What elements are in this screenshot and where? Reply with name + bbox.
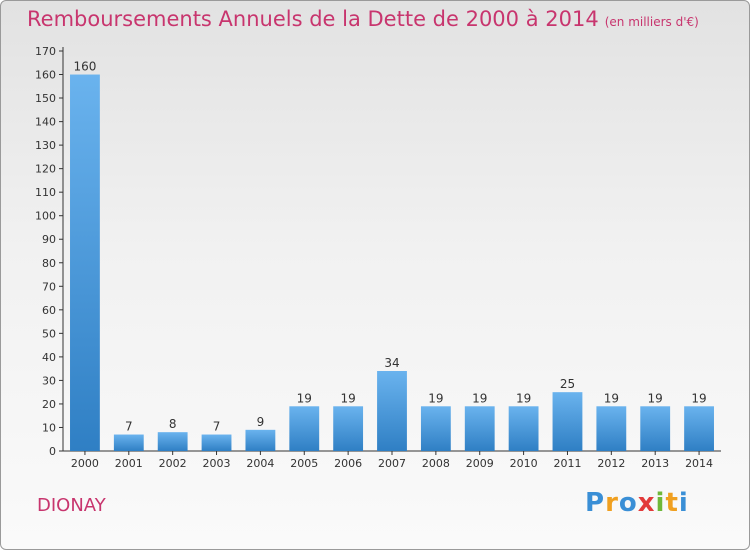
- bar-2001: [113, 434, 144, 451]
- x-tick-label: 2013: [641, 457, 669, 470]
- x-tick-label: 2007: [378, 457, 406, 470]
- bar-value-label: 7: [213, 420, 221, 434]
- bar-2009: [464, 406, 495, 451]
- bar-2011: [552, 392, 583, 451]
- bar-value-label: 7: [125, 420, 133, 434]
- logo-letter: x: [637, 488, 656, 518]
- bar-2002: [157, 432, 188, 451]
- x-tick-label: 2009: [466, 457, 494, 470]
- logo-letter: r: [605, 488, 619, 518]
- bar-value-label: 19: [516, 391, 531, 405]
- logo-letter: i: [655, 488, 666, 518]
- y-tick-label: 150: [35, 92, 56, 105]
- logo-letter: P: [585, 488, 606, 518]
- x-tick-label: 2014: [685, 457, 713, 470]
- y-tick-label: 10: [42, 421, 56, 434]
- y-tick-label: 120: [35, 163, 56, 176]
- y-tick-label: 140: [35, 116, 56, 129]
- y-tick-label: 20: [42, 398, 56, 411]
- y-tick-label: 170: [35, 45, 56, 58]
- x-tick-label: 2002: [159, 457, 187, 470]
- unit-label: (en milliers d'€): [604, 15, 699, 29]
- bar-2000: [70, 74, 100, 451]
- chart-title-text: Remboursements Annuels de la Dette de 20…: [27, 7, 599, 31]
- bar-value-label: 25: [560, 377, 575, 391]
- bar-2013: [640, 406, 671, 451]
- bar-value-label: 8: [169, 417, 177, 431]
- proxiti-logo: Proxiti: [585, 488, 689, 518]
- bar-value-label: 19: [340, 391, 355, 405]
- bar-2012: [596, 406, 627, 451]
- bar-value-label: 19: [297, 391, 312, 405]
- y-tick-label: 90: [42, 233, 56, 246]
- bar-2005: [289, 406, 320, 451]
- bar-value-label: 34: [384, 356, 399, 370]
- bar-2007: [377, 371, 407, 451]
- y-tick-label: 160: [35, 69, 56, 82]
- x-tick-label: 2005: [290, 457, 318, 470]
- bar-value-label: 9: [257, 415, 265, 429]
- y-tick-label: 80: [42, 257, 56, 270]
- y-tick-label: 130: [35, 139, 56, 152]
- bar-2004: [245, 429, 276, 451]
- y-tick-label: 40: [42, 351, 56, 364]
- bar-2008: [420, 406, 451, 451]
- x-tick-label: 2012: [597, 457, 625, 470]
- y-tick-label: 110: [35, 186, 56, 199]
- bar-value-label: 19: [648, 391, 663, 405]
- x-tick-label: 2003: [203, 457, 231, 470]
- x-tick-label: 2000: [71, 457, 99, 470]
- x-tick-label: 2001: [115, 457, 143, 470]
- x-tick-label: 2008: [422, 457, 450, 470]
- y-tick-label: 30: [42, 374, 56, 387]
- bar-value-label: 19: [691, 391, 706, 405]
- bar-2010: [508, 406, 539, 451]
- y-tick-label: 100: [35, 210, 56, 223]
- bar-value-label: 19: [604, 391, 619, 405]
- commune-name: DIONAY: [37, 495, 106, 516]
- bar-2003: [201, 434, 232, 451]
- y-tick-label: 0: [49, 445, 56, 458]
- bar-2006: [333, 406, 364, 451]
- bar-2014: [684, 406, 714, 451]
- chart-title: Remboursements Annuels de la Dette de 20…: [27, 7, 699, 31]
- bar-value-label: 19: [472, 391, 487, 405]
- logo-letter: t: [665, 488, 679, 518]
- bar-value-label: 160: [73, 60, 96, 74]
- y-tick-label: 60: [42, 304, 56, 317]
- y-tick-label: 50: [42, 327, 56, 340]
- x-tick-label: 2006: [334, 457, 362, 470]
- x-tick-label: 2011: [553, 457, 581, 470]
- logo-letter: i: [678, 488, 689, 518]
- bar-value-label: 19: [428, 391, 443, 405]
- logo-letter: o: [618, 488, 638, 518]
- x-tick-label: 2010: [510, 457, 538, 470]
- y-tick-label: 70: [42, 280, 56, 293]
- x-tick-label: 2004: [246, 457, 274, 470]
